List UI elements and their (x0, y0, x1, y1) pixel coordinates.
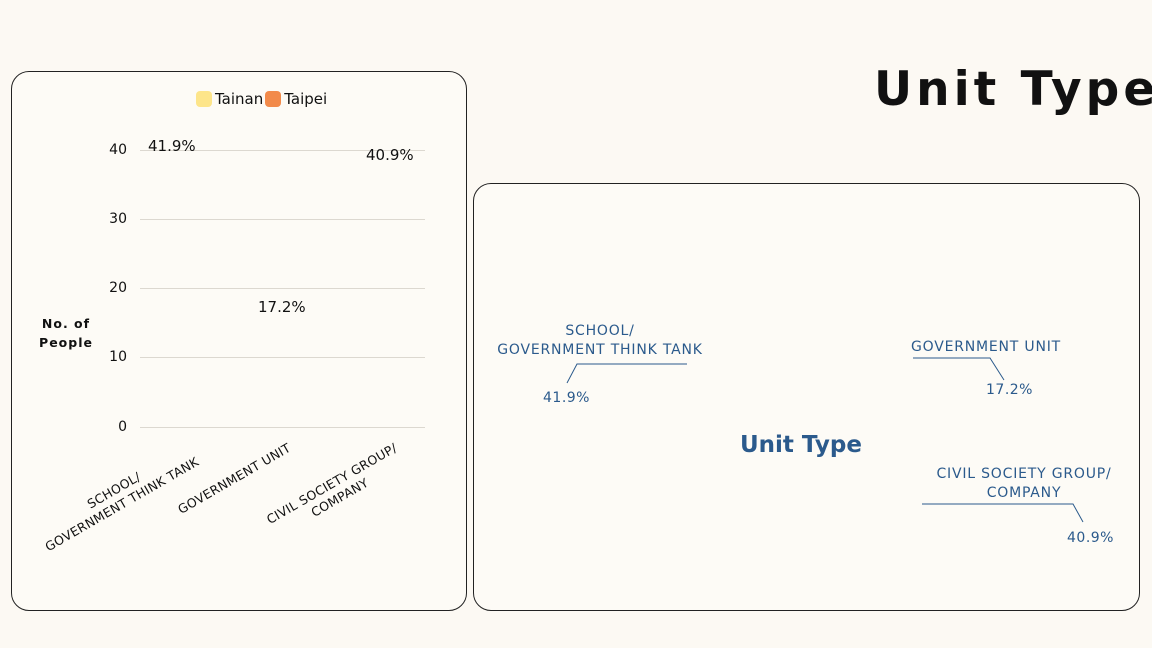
y-axis-label: No. of People (39, 316, 93, 350)
y-tick-label: 20 (109, 280, 127, 296)
data-label-civil-society: 40.9% (366, 146, 414, 164)
y-tick-label: 30 (109, 211, 127, 227)
legend-item-tainan[interactable]: Tainan (196, 90, 263, 108)
slice-pct-government: 17.2% (986, 382, 1033, 398)
slice-label-line: SCHOOL/ (565, 323, 635, 339)
leader-line-school (566, 363, 687, 384)
slice-label-school: SCHOOL/ GOVERNMENT THINK TANK (493, 322, 707, 360)
slice-label-civil-society: CIVIL SOCIETY GROUP/ COMPANY (930, 465, 1118, 503)
slice-pct-school: 41.9% (543, 390, 590, 406)
y-tick-label: 40 (109, 142, 127, 158)
slice-label-government: GOVERNMENT UNIT (905, 338, 1067, 357)
slice-label-line: GOVERNMENT THINK TANK (497, 342, 703, 358)
legend-swatch-tainan (196, 91, 212, 107)
pie-chart-card (473, 183, 1140, 611)
slice-pct-civil-society: 40.9% (1067, 530, 1114, 546)
leader-line-civil-society (922, 503, 1084, 523)
gridline (140, 427, 425, 428)
legend-swatch-taipei (265, 91, 282, 107)
data-label-government: 17.2% (258, 298, 306, 316)
chart-legend: Tainan Taipei (196, 90, 329, 108)
slice-label-line: COMPANY (986, 485, 1062, 501)
legend-item-taipei[interactable]: Taipei (265, 90, 327, 108)
bar-chart-card (11, 71, 467, 611)
legend-label-taipei: Taipei (284, 90, 328, 108)
y-tick-label: 10 (109, 349, 127, 365)
gridline (140, 219, 425, 220)
data-label-school: 41.9% (148, 137, 196, 155)
slice-label-line: GOVERNMENT UNIT (910, 339, 1062, 355)
gridline (140, 150, 425, 151)
gridline (140, 357, 425, 358)
slice-label-line: CIVIL SOCIETY GROUP/ (936, 466, 1112, 482)
page-title: Unit Type (874, 62, 1152, 117)
legend-label-tainan: Tainan (215, 90, 264, 108)
pie-center-title: Unit Type (740, 432, 862, 458)
y-tick-label: 0 (118, 419, 127, 435)
gridline (140, 288, 425, 289)
leader-line-government (913, 357, 1005, 381)
